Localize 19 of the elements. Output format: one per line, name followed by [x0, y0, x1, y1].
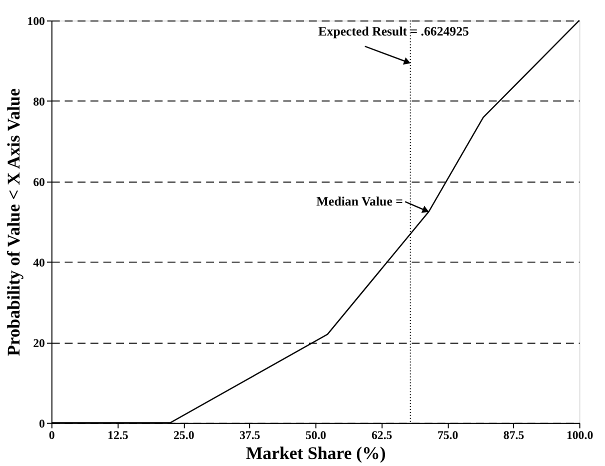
annotation: Median Value =: [316, 194, 403, 209]
x-tick-label: 62.5: [371, 428, 392, 442]
x-tick-label: 25.0: [173, 428, 194, 442]
x-tick-label: 87.5: [503, 428, 524, 442]
y-tick-label: 20: [33, 336, 46, 350]
x-tick-label: 0: [48, 428, 55, 442]
x-tick-label: 75.0: [437, 428, 458, 442]
y-tick-label: 40: [33, 255, 46, 270]
x-tick-label: 12.5: [108, 428, 128, 442]
x-tick-label: 50.0: [305, 428, 326, 442]
y-tick-label: 0: [39, 416, 46, 430]
y-tick-label: 80: [33, 94, 46, 108]
annotation: Expected Result = .6624925: [318, 24, 469, 38]
y-axis-title: Probability of Value < X Axis Value: [3, 88, 24, 356]
y-tick-label: 100: [27, 14, 46, 28]
x-tick-label: 100.0: [566, 428, 594, 442]
x-axis-title: Market Share (%): [246, 442, 386, 463]
y-tick-label: 60: [33, 174, 46, 189]
x-tick-label: 37.5: [239, 428, 260, 442]
